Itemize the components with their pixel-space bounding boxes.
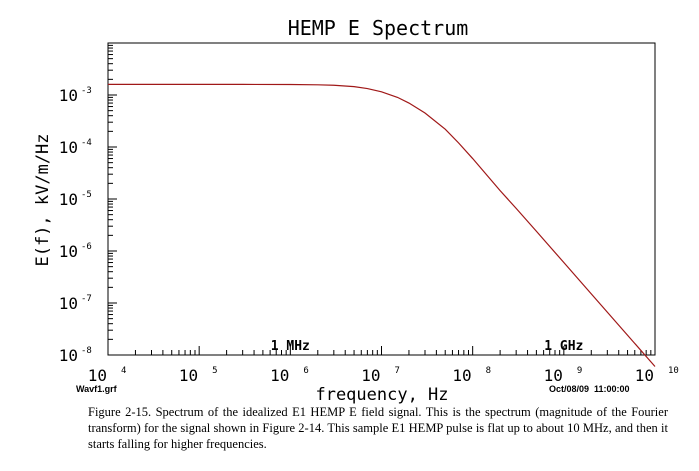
plot-frame: [107, 42, 656, 356]
x-tick-exponent: 5: [212, 366, 217, 376]
x-tick-label: 10: [635, 366, 654, 385]
y-tick-label: 10: [59, 294, 78, 313]
chart-title: HEMP E Spectrum: [288, 16, 469, 40]
x-tick-label: 10: [88, 366, 107, 385]
y-tick-exponent: -7: [81, 294, 92, 304]
y-tick-exponent: -8: [81, 346, 92, 356]
x-tick-exponent: 10: [668, 366, 679, 376]
figure-caption: Figure 2-15. Spectrum of the idealized E…: [88, 405, 668, 451]
x-tick-label: 10: [452, 366, 471, 385]
y-tick-exponent: -6: [81, 242, 92, 252]
y-tick-label: 10: [59, 346, 78, 365]
y-tick-label: 10: [59, 242, 78, 261]
x-tick-exponent: 7: [395, 366, 400, 376]
timestamp-tag: Oct/08/09 11:00:00: [549, 384, 630, 394]
y-tick-exponent: -3: [81, 86, 92, 96]
x-axis-label: frequency, Hz: [315, 385, 448, 405]
annotation-label: 1 MHz: [271, 339, 310, 354]
y-minor-ticks: [108, 44, 117, 356]
x-minor-ticks: [107, 346, 656, 355]
x-tick-exponent: 8: [486, 366, 491, 376]
x-tick-labels: 10 4 10 5 10 6 10 7 10 8 10 9 10 10: [88, 366, 679, 385]
x-tick-exponent: 9: [577, 366, 582, 376]
y-tick-label: 10: [59, 190, 78, 209]
x-tick-label: 10: [361, 366, 380, 385]
x-tick-exponent: 6: [303, 366, 308, 376]
series-line: [108, 83, 656, 367]
x-tick-label: 10: [179, 366, 198, 385]
y-tick-label: 10: [59, 86, 78, 105]
y-axis-label: E(f), kV/m/Hz: [33, 133, 53, 266]
x-tick-label: 10: [270, 366, 289, 385]
file-tag: Wavf1.grf: [76, 384, 118, 394]
y-tick-label: 10: [59, 138, 78, 157]
y-tick-labels: 10-310-410-510-610-710-8: [59, 86, 92, 365]
frequency-annotations: 1 MHz 1 GHz: [271, 339, 584, 354]
x-tick-exponent: 4: [121, 366, 126, 376]
y-tick-exponent: -4: [81, 138, 92, 148]
y-tick-exponent: -5: [81, 190, 92, 200]
x-tick-label: 10: [544, 366, 563, 385]
annotation-label: 1 GHz: [544, 339, 583, 354]
